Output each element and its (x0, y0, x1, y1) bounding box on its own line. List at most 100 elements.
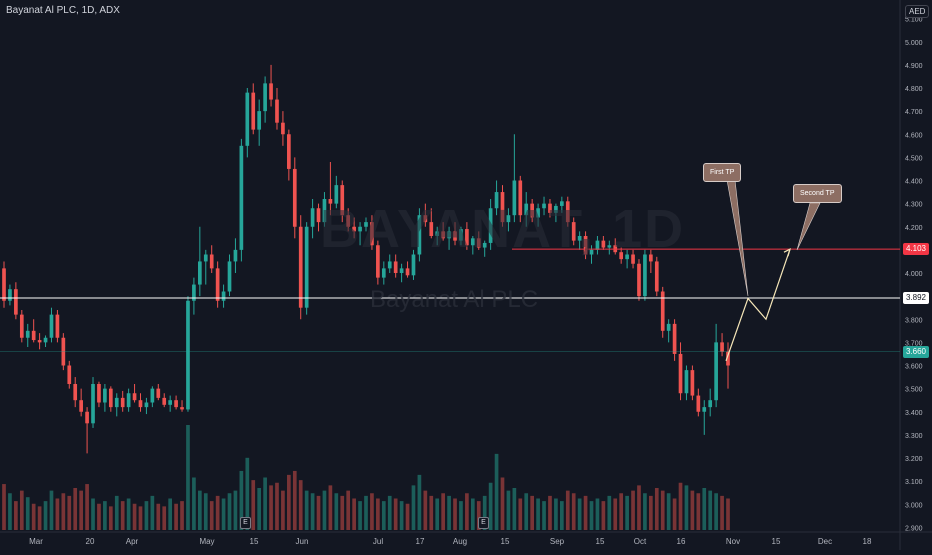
volume-bar (67, 495, 72, 530)
volume-bar (583, 495, 588, 530)
first-tp-pointer (726, 179, 749, 297)
price-tick-label: 4.300 (905, 202, 923, 209)
time-tick-label: Jun (296, 537, 309, 546)
volume-bar (696, 493, 701, 530)
time-tick-label: 15 (501, 537, 510, 546)
time-tick-label: Mar (29, 537, 43, 546)
candle-body (690, 370, 695, 396)
volume-bar (660, 490, 665, 530)
volume-bar (233, 490, 238, 530)
volume-bar (595, 498, 600, 530)
volume-bar (328, 485, 333, 530)
volume-bar (138, 506, 143, 530)
volume-bar (61, 493, 66, 530)
candle-body (227, 261, 232, 292)
volume-bar (536, 498, 540, 530)
volume-bar (120, 501, 125, 530)
volume-bar (19, 490, 24, 530)
volume-bar (625, 495, 629, 530)
time-tick-label: Apr (126, 537, 139, 546)
candle-body (583, 236, 588, 255)
volume-bar (649, 495, 653, 530)
candle-body (310, 208, 315, 227)
candle-body (14, 289, 18, 315)
candle-body (120, 397, 125, 408)
candle-body (423, 215, 428, 223)
price-tick-label: 3.000 (905, 502, 923, 509)
volume-bar (150, 495, 155, 530)
volume-bar (690, 490, 695, 530)
candle-body (660, 291, 665, 331)
candle-body (114, 397, 119, 408)
symbol-watermark: BAYANAT, 1D (320, 199, 686, 259)
candle-body (292, 168, 297, 227)
candle-body (180, 407, 184, 410)
volume-bar (8, 493, 12, 530)
candle-body (500, 192, 505, 223)
volume-bar (548, 495, 552, 530)
volume-bar (298, 480, 303, 530)
earnings-marker-2[interactable]: E (478, 517, 489, 529)
time-tick-label: Oct (634, 537, 647, 546)
volume-bar (221, 498, 226, 530)
volume-bar (245, 457, 250, 530)
candle-body (67, 365, 72, 384)
candle-body (79, 400, 83, 412)
volume-bar (643, 493, 647, 530)
time-tick-label: 18 (863, 537, 872, 546)
volume-bar (607, 495, 612, 530)
candle-body (215, 268, 220, 301)
volume-bar (55, 498, 60, 530)
volume-bar (126, 498, 131, 530)
candle-body (97, 384, 101, 403)
candle-body (328, 199, 333, 204)
volume-bar (720, 495, 724, 530)
volume-bar (470, 498, 475, 530)
volume-bar (186, 425, 190, 530)
candle-body (221, 291, 226, 301)
price-tick-label: 4.400 (905, 179, 923, 186)
candle-body (257, 111, 262, 130)
price-tick-label: 4.800 (905, 86, 923, 93)
second-tp-callout[interactable]: Second TP (793, 184, 842, 203)
volume-bar (399, 501, 404, 530)
time-tick-label: May (199, 537, 214, 546)
price-tick-label: 4.000 (905, 271, 923, 278)
volume-bar (370, 493, 374, 530)
candle-body (554, 205, 558, 213)
currency-badge[interactable]: AED (905, 5, 930, 18)
volume-bar (14, 501, 18, 530)
volume-bar (476, 501, 481, 530)
candle-body (643, 254, 647, 297)
volume-bar (447, 495, 451, 530)
candle-body (156, 388, 161, 398)
volume-bar (494, 453, 499, 530)
candle-body (316, 208, 321, 223)
candle-body (37, 340, 42, 343)
candle-body (447, 231, 451, 239)
candle-body (571, 222, 576, 241)
volume-bar (708, 490, 713, 530)
support-price-tag: 3.892 (903, 291, 929, 304)
volume-bar (429, 495, 434, 530)
volume-bar (619, 493, 624, 530)
candle-body (209, 254, 214, 269)
earnings-marker-1[interactable]: E (240, 517, 251, 529)
volume-bar (488, 482, 493, 530)
volume-bar (103, 501, 107, 530)
first-tp-callout[interactable]: First TP (703, 163, 742, 182)
candle-body (429, 222, 434, 236)
candle-body (239, 145, 244, 250)
time-tick-label: Aug (453, 537, 467, 546)
candle-body (476, 238, 481, 248)
volume-bar (227, 493, 232, 530)
volume-bar (197, 490, 202, 530)
volume-bar (435, 498, 440, 530)
volume-bar (453, 498, 457, 530)
candle-body (275, 99, 279, 123)
candle-body (138, 400, 143, 408)
resistance-price-tag: 4.103 (903, 243, 929, 256)
volume-bar (49, 490, 54, 530)
